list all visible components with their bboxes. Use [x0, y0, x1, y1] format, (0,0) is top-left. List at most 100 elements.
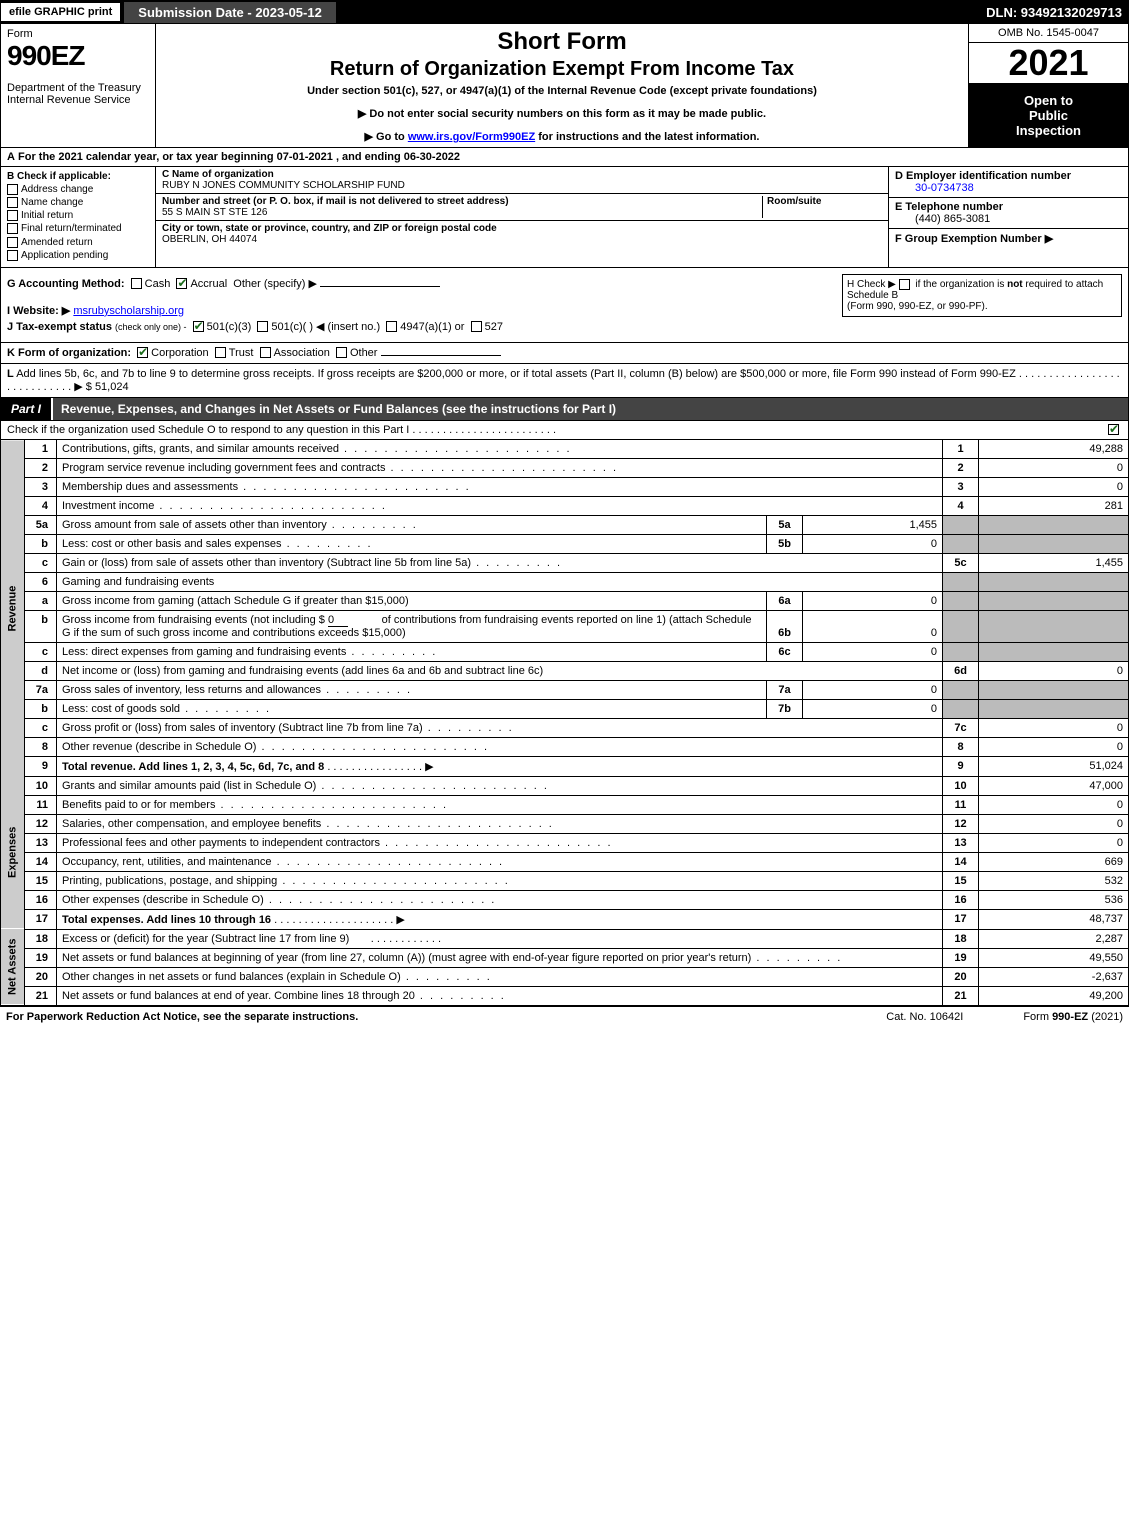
l9-rnum: 9 [943, 756, 979, 776]
part1-tag: Part I [1, 398, 53, 420]
title-short-form: Short Form [164, 28, 960, 56]
l5b-num: b [25, 534, 57, 553]
chk-name-change[interactable]: Name change [7, 197, 149, 208]
note-ssn: ▶ Do not enter social security numbers o… [164, 107, 960, 120]
l2-rnum: 2 [943, 458, 979, 477]
city-val: OBERLIN, OH 44074 [162, 234, 882, 245]
city-label: City or town, state or province, country… [162, 223, 882, 234]
l6-shade2 [979, 572, 1129, 591]
group-exemption-label: F Group Exemption Number ▶ [895, 233, 1053, 245]
footer-left: For Paperwork Reduction Act Notice, see … [6, 1011, 358, 1023]
l21-num: 21 [25, 986, 57, 1005]
street-val: 55 S MAIN ST STE 126 [162, 207, 762, 218]
note2-pre: ▶ Go to [365, 131, 408, 143]
chk-501c[interactable] [257, 321, 268, 332]
l6b-amt: 0 [328, 614, 348, 627]
l2-num: 2 [25, 458, 57, 477]
l20-num: 20 [25, 967, 57, 986]
l11-desc: Benefits paid to or for members [57, 795, 943, 814]
section-b: B Check if applicable: Address change Na… [1, 167, 156, 267]
l20-val: -2,637 [979, 967, 1129, 986]
l6c-num: c [25, 642, 57, 661]
footer-right-bold: 990-EZ [1052, 1011, 1088, 1023]
chk-527[interactable] [471, 321, 482, 332]
chk-final-return[interactable]: Final return/terminated [7, 223, 149, 234]
chk-amended-return[interactable]: Amended return [7, 237, 149, 248]
rows-ghij: H Check ▶ if the organization is not req… [0, 268, 1129, 343]
l6b-d1: Gross income from fundraising events (no… [62, 614, 325, 626]
l7c-val: 0 [979, 718, 1129, 737]
row-l: L Add lines 5b, 6c, and 7b to line 9 to … [0, 364, 1129, 398]
chk-corporation[interactable] [137, 347, 148, 358]
k-opt1: Trust [229, 347, 254, 359]
footer-right-pre: Form [1023, 1011, 1052, 1023]
l7b-desc: Less: cost of goods sold [57, 699, 767, 718]
l-text: Add lines 5b, 6c, and 7b to line 9 to de… [7, 368, 1120, 393]
chk-h[interactable] [899, 279, 910, 290]
j-note: (check only one) - [115, 322, 187, 332]
l5a-num: 5a [25, 515, 57, 534]
section-c: C Name of organization RUBY N JONES COMM… [156, 167, 888, 267]
tel-label: E Telephone number [895, 201, 1003, 213]
title-return: Return of Organization Exempt From Incom… [164, 58, 960, 81]
chk-application-pending[interactable]: Application pending [7, 250, 149, 261]
org-name: RUBY N JONES COMMUNITY SCHOLARSHIP FUND [162, 180, 882, 191]
l17-val: 48,737 [979, 909, 1129, 929]
footer-right-post: (2021) [1088, 1011, 1123, 1023]
l9-desc: Total revenue. Add lines 1, 2, 3, 4, 5c,… [57, 756, 943, 776]
expenses-side-label: Expenses [1, 776, 25, 929]
l2-val: 0 [979, 458, 1129, 477]
h-text4: (Form 990, 990-EZ, or 990-PF). [847, 301, 988, 312]
efile-label[interactable]: efile GRAPHIC print [1, 3, 120, 21]
irs-link[interactable]: www.irs.gov/Form990EZ [408, 131, 535, 143]
l6b-num: b [25, 610, 57, 642]
note-link: ▶ Go to www.irs.gov/Form990EZ for instru… [164, 130, 960, 143]
l15-rnum: 15 [943, 871, 979, 890]
l14-val: 669 [979, 852, 1129, 871]
chk-4947[interactable] [386, 321, 397, 332]
l16-val: 536 [979, 890, 1129, 909]
chk-association[interactable] [260, 347, 271, 358]
header-right: OMB No. 1545-0047 2021 Open to Public In… [968, 24, 1128, 147]
row-j: J Tax-exempt status (check only one) - 5… [7, 320, 1122, 333]
chk-accrual[interactable] [176, 278, 187, 289]
l4-val: 281 [979, 496, 1129, 515]
l13-num: 13 [25, 833, 57, 852]
website-link[interactable]: msrubyscholarship.org [73, 305, 184, 317]
g-other-input[interactable] [320, 286, 440, 287]
netassets-side-label: Net Assets [1, 929, 25, 1005]
l7b-num: b [25, 699, 57, 718]
chk-trust[interactable] [215, 347, 226, 358]
inspection-line2: Public [973, 108, 1124, 123]
ein-val: 30-0734738 [895, 182, 1122, 194]
k-other-input[interactable] [381, 355, 501, 356]
g-label: G Accounting Method: [7, 278, 125, 290]
l17-rnum: 17 [943, 909, 979, 929]
org-name-label: C Name of organization [162, 169, 882, 180]
l6b-sv: 0 [803, 610, 943, 642]
chk-cash[interactable] [131, 278, 142, 289]
section-b-header: B Check if applicable: [7, 171, 149, 182]
l1-num: 1 [25, 440, 57, 459]
section-f: F Group Exemption Number ▶ [889, 229, 1128, 248]
l16-desc: Other expenses (describe in Schedule O) [57, 890, 943, 909]
chk-initial-return[interactable]: Initial return [7, 210, 149, 221]
h-text2: if the organization is [913, 279, 1008, 290]
l6c-shade1 [943, 642, 979, 661]
l10-num: 10 [25, 776, 57, 795]
chk-other-org[interactable] [336, 347, 347, 358]
l19-desc: Net assets or fund balances at beginning… [57, 948, 943, 967]
chk-schedule-o[interactable] [1108, 424, 1119, 435]
footer: For Paperwork Reduction Act Notice, see … [0, 1006, 1129, 1027]
l4-rnum: 4 [943, 496, 979, 515]
l6b-desc: Gross income from fundraising events (no… [57, 610, 767, 642]
ein-label: D Employer identification number [895, 170, 1071, 182]
l17-desc-text: Total expenses. Add lines 10 through 16 [62, 914, 271, 926]
l9-num: 9 [25, 756, 57, 776]
chk-501c3[interactable] [193, 321, 204, 332]
l12-rnum: 12 [943, 814, 979, 833]
chk-address-change[interactable]: Address change [7, 184, 149, 195]
l7b-sn: 7b [767, 699, 803, 718]
l5a-sn: 5a [767, 515, 803, 534]
l8-desc: Other revenue (describe in Schedule O) [57, 737, 943, 756]
